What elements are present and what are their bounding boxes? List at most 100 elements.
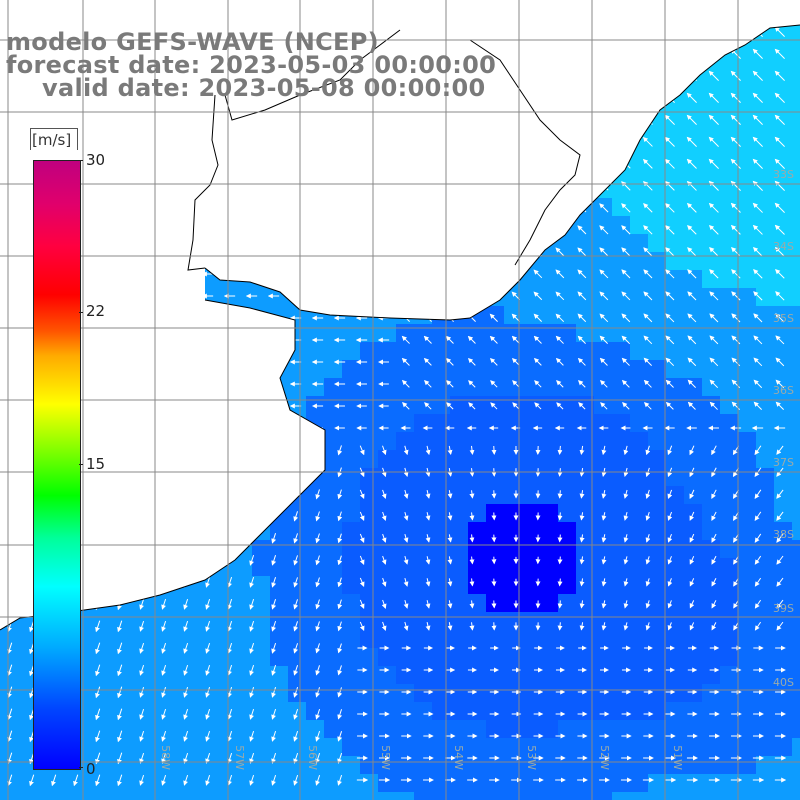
field-cell	[792, 648, 800, 667]
wind-arrow	[731, 335, 741, 345]
field-cell	[720, 108, 739, 127]
field-cell	[90, 648, 109, 667]
wind-arrow	[621, 335, 631, 345]
field-cell	[414, 576, 433, 595]
field-cell	[126, 684, 145, 703]
field-cell	[522, 630, 541, 649]
field-cell	[414, 792, 433, 800]
field-cell	[306, 684, 325, 703]
field-cell	[756, 414, 775, 433]
field-cell	[792, 306, 800, 325]
field-cell	[306, 342, 325, 361]
field-cell	[432, 378, 451, 397]
wind-arrow	[447, 578, 453, 587]
field-cell	[792, 108, 800, 127]
field-cell	[504, 450, 523, 469]
field-cell	[612, 342, 631, 361]
wind-arrow	[667, 622, 673, 631]
field-cell	[252, 288, 271, 307]
wind-arrow	[117, 664, 123, 677]
wind-arrow	[730, 92, 741, 103]
wind-arrow	[752, 246, 763, 257]
field-cell	[450, 594, 469, 613]
field-cell	[432, 774, 451, 793]
field-cell	[666, 558, 685, 577]
wind-arrow	[359, 621, 365, 632]
field-cell	[486, 522, 505, 541]
wind-arrow	[315, 687, 321, 698]
wind-arrow	[643, 269, 653, 279]
field-cell	[792, 72, 800, 91]
field-cell	[486, 684, 505, 703]
field-cell	[180, 666, 199, 685]
field-cell	[522, 702, 541, 721]
field-cell	[792, 666, 800, 685]
field-cell	[774, 342, 793, 361]
field-cell	[738, 144, 757, 163]
field-cell	[180, 612, 199, 631]
field-cell	[522, 522, 541, 541]
field-cell	[558, 756, 577, 775]
wind-arrow	[708, 114, 719, 125]
field-cell	[558, 378, 577, 397]
field-cell	[756, 198, 775, 217]
field-cell	[162, 774, 181, 793]
field-cell	[594, 306, 613, 325]
field-cell	[738, 540, 757, 559]
field-cell	[522, 576, 541, 595]
field-cell	[738, 450, 757, 469]
wind-arrow	[183, 774, 189, 786]
field-cell	[378, 486, 397, 505]
field-cell	[612, 450, 631, 469]
field-cell	[666, 306, 685, 325]
field-cell	[648, 126, 667, 145]
border-line	[187, 29, 581, 271]
lat-labels: 33S 34S 35S 36S 37S 38S 39S 40S	[773, 168, 794, 689]
field-cell	[270, 756, 289, 775]
wind-arrow	[665, 401, 674, 410]
field-cell	[504, 684, 523, 703]
field-cell	[216, 648, 235, 667]
field-cell	[108, 756, 127, 775]
field-cell	[792, 684, 800, 703]
field-cell	[486, 558, 505, 577]
field-cell	[180, 648, 199, 667]
field-cell	[756, 180, 775, 199]
field-cell	[486, 540, 505, 559]
field-cell	[522, 432, 541, 451]
field-cell	[666, 432, 685, 451]
field-cell	[666, 108, 685, 127]
field-cell	[162, 720, 181, 739]
field-cell	[198, 666, 217, 685]
field-cell	[288, 396, 307, 415]
field-cell	[702, 216, 721, 235]
wind-arrow	[7, 774, 13, 787]
wind-arrow	[315, 643, 321, 654]
field-cell	[756, 756, 775, 775]
wind-arrow	[600, 402, 608, 410]
field-cell	[522, 648, 541, 667]
wind-arrow	[469, 490, 475, 499]
field-cell	[432, 540, 451, 559]
wind-arrow	[664, 158, 675, 169]
field-cell	[414, 612, 433, 631]
wind-arrow	[730, 180, 741, 191]
wind-arrow	[469, 534, 475, 543]
field-cell	[774, 792, 793, 800]
wind-arrow	[205, 598, 211, 610]
field-cell	[630, 576, 649, 595]
field-cell	[414, 360, 433, 379]
wind-arrow	[446, 402, 454, 410]
wind-arrow	[95, 686, 101, 699]
wind-arrow	[577, 357, 586, 366]
wind-arrow	[577, 247, 587, 257]
field-cell	[234, 684, 253, 703]
field-cell	[504, 666, 523, 685]
field-cell	[612, 540, 631, 559]
field-cell	[0, 792, 19, 800]
wind-arrow	[447, 512, 453, 521]
field-cell	[666, 378, 685, 397]
wind-arrow	[423, 335, 432, 344]
wind-arrow	[183, 598, 189, 610]
field-cell	[504, 774, 523, 793]
